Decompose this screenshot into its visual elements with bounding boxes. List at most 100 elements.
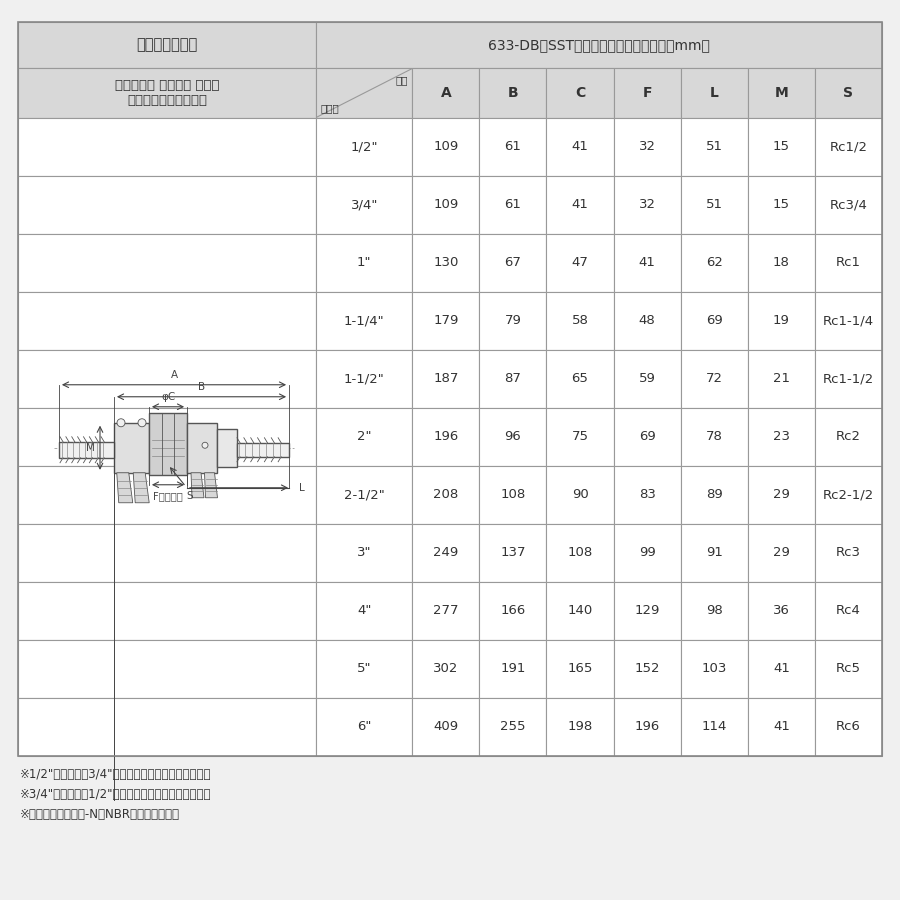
Text: F: F [643, 86, 652, 100]
Text: 140: 140 [567, 605, 593, 617]
Bar [18, 408, 316, 466]
Bar [217, 428, 237, 467]
Bar [748, 640, 814, 698]
Text: 196: 196 [634, 721, 660, 734]
Bar [680, 524, 748, 582]
Bar [316, 292, 412, 350]
Text: Rc2: Rc2 [836, 430, 861, 444]
Bar [316, 176, 412, 234]
Text: 179: 179 [433, 314, 458, 328]
Text: φC: φC [161, 392, 176, 401]
Text: Rc3/4: Rc3/4 [830, 199, 868, 212]
Text: 79: 79 [505, 314, 521, 328]
Text: 29: 29 [773, 546, 790, 560]
Bar [480, 466, 546, 524]
Text: 91: 91 [706, 546, 723, 560]
Bar [814, 466, 882, 524]
Text: 137: 137 [500, 546, 526, 560]
Bar [412, 176, 480, 234]
Bar [316, 698, 412, 756]
Text: 59: 59 [639, 373, 655, 385]
Bar [18, 68, 316, 118]
Text: 29: 29 [773, 489, 790, 501]
Bar [480, 640, 546, 698]
Bar [680, 234, 748, 292]
Text: Rc1: Rc1 [836, 256, 861, 269]
Bar [546, 350, 614, 408]
Bar [480, 524, 546, 582]
Text: 208: 208 [433, 489, 458, 501]
Bar [18, 22, 316, 68]
Bar [480, 350, 546, 408]
Bar [614, 118, 680, 176]
Text: 1-1/2": 1-1/2" [344, 373, 384, 385]
Bar [316, 408, 412, 466]
Bar [149, 413, 187, 475]
Text: 633-DB　SST　サイズ別寸法表（単位：mm）: 633-DB SST サイズ別寸法表（単位：mm） [488, 38, 710, 52]
Text: 152: 152 [634, 662, 660, 676]
Text: 99: 99 [639, 546, 655, 560]
Text: Rc1-1/4: Rc1-1/4 [823, 314, 874, 328]
Text: Rc6: Rc6 [836, 721, 861, 734]
Text: 130: 130 [433, 256, 458, 269]
Bar [814, 524, 882, 582]
Bar [814, 350, 882, 408]
Text: 198: 198 [567, 721, 593, 734]
Text: S: S [843, 86, 853, 100]
Text: サイズ: サイズ [320, 103, 338, 113]
Bar [412, 292, 480, 350]
Text: 65: 65 [572, 373, 589, 385]
Bar [316, 118, 412, 176]
Bar [614, 640, 680, 698]
Text: B: B [508, 86, 518, 100]
Text: 18: 18 [773, 256, 790, 269]
Text: 41: 41 [639, 256, 655, 269]
Bar [546, 234, 614, 292]
Bar [546, 118, 614, 176]
Text: 67: 67 [505, 256, 521, 269]
Bar [814, 176, 882, 234]
Text: 51: 51 [706, 199, 723, 212]
Text: 48: 48 [639, 314, 655, 328]
Text: 78: 78 [706, 430, 723, 444]
Text: 108: 108 [567, 546, 593, 560]
Bar [748, 350, 814, 408]
Text: A: A [440, 86, 451, 100]
Text: 109: 109 [433, 140, 458, 154]
Bar [814, 640, 882, 698]
Bar [680, 118, 748, 176]
Bar [546, 292, 614, 350]
Bar [748, 698, 814, 756]
Bar [18, 640, 316, 698]
Text: 277: 277 [433, 605, 459, 617]
Text: Rc2-1/2: Rc2-1/2 [823, 489, 874, 501]
Text: 23: 23 [773, 430, 790, 444]
Bar [546, 176, 614, 234]
Text: 47: 47 [572, 256, 589, 269]
Bar [614, 582, 680, 640]
Text: Rc3: Rc3 [836, 546, 861, 560]
Bar [546, 408, 614, 466]
Polygon shape [117, 472, 133, 503]
Bar [614, 176, 680, 234]
Bar [748, 234, 814, 292]
Text: 98: 98 [706, 605, 723, 617]
Text: Rc1/2: Rc1/2 [830, 140, 868, 154]
Text: Rc4: Rc4 [836, 605, 861, 617]
Bar [546, 698, 614, 756]
Bar [18, 292, 316, 350]
Text: 19: 19 [773, 314, 790, 328]
Text: 87: 87 [505, 373, 521, 385]
Text: 3": 3" [357, 546, 372, 560]
Text: 109: 109 [433, 199, 458, 212]
Bar [814, 68, 882, 118]
Text: 2": 2" [357, 430, 372, 444]
Text: 6": 6" [357, 721, 372, 734]
Bar [18, 698, 316, 756]
Text: 191: 191 [500, 662, 526, 676]
Bar [748, 582, 814, 640]
Bar [748, 292, 814, 350]
Bar [480, 234, 546, 292]
Bar [237, 443, 289, 457]
Text: カムロック カプラー メネジ
ステンレススチール製: カムロック カプラー メネジ ステンレススチール製 [115, 79, 220, 107]
